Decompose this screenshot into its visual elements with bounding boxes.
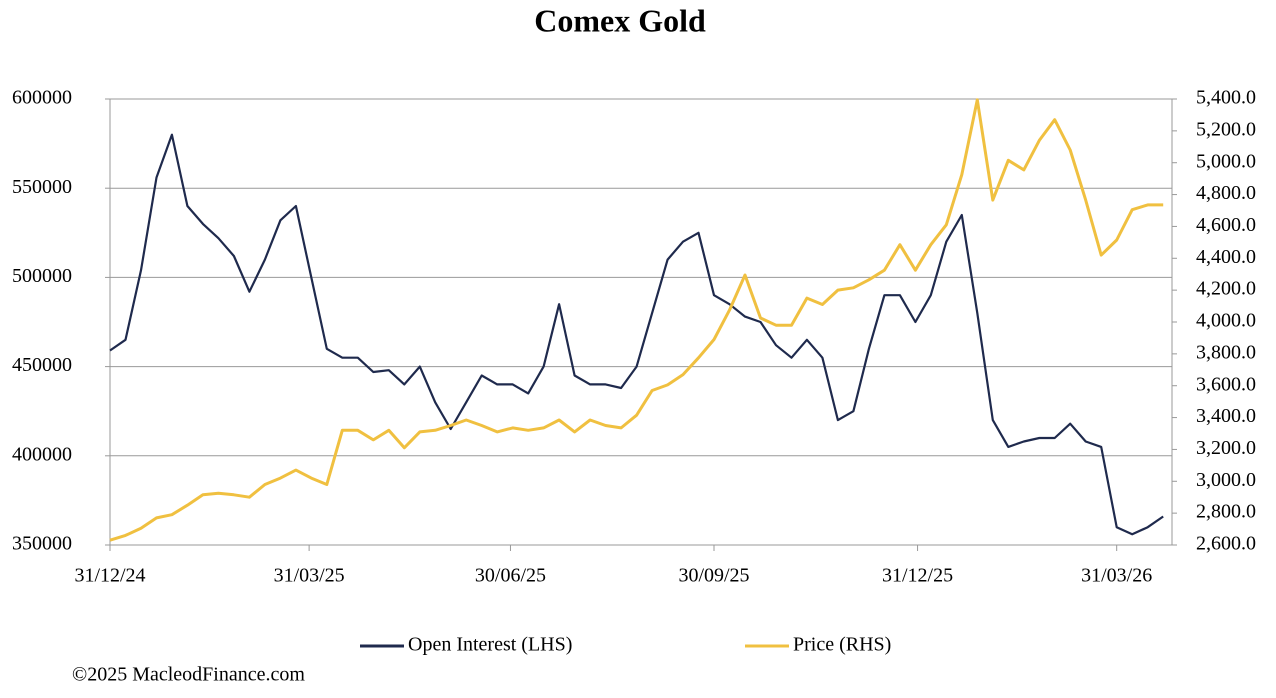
y2-tick-label: 4,000.0 (1196, 310, 1256, 332)
y2-tick-label: 5,200.0 (1196, 118, 1256, 140)
y-tick-label: 400000 (12, 443, 72, 465)
footer: ©2025 MacleodFinance.com (72, 664, 305, 686)
y2-tick-label: 2,800.0 (1196, 501, 1256, 523)
y2-tick-label: 3,200.0 (1196, 437, 1256, 459)
y-tick-label: 550000 (12, 176, 72, 198)
y2-tick-label: 4,200.0 (1196, 278, 1256, 300)
y2-tick-label: 5,000.0 (1196, 150, 1256, 172)
x-tick-label: 31/03/26 (1081, 565, 1152, 587)
legend-label: Price (RHS) (793, 634, 891, 656)
y2-tick-label: 3,800.0 (1196, 341, 1256, 363)
y-tick-label: 350000 (12, 533, 72, 555)
y2-tick-label: 3,400.0 (1196, 405, 1256, 427)
y-tick-label: 600000 (12, 87, 72, 109)
y-tick-label: 450000 (12, 354, 72, 376)
x-tick-label: 31/03/25 (274, 565, 345, 587)
x-tick-label: 31/12/24 (74, 565, 145, 587)
legend-label: Open Interest (LHS) (408, 634, 572, 656)
series-line (109, 98, 1164, 542)
chart-title: Comex Gold (534, 2, 706, 38)
y2-tick-label: 3,000.0 (1196, 469, 1256, 491)
y2-tick-label: 4,800.0 (1196, 182, 1256, 204)
x-tick-label: 31/12/25 (882, 565, 953, 587)
y2-tick-label: 4,400.0 (1196, 246, 1256, 268)
y-tick-label: 500000 (12, 265, 72, 287)
series-line (109, 133, 1164, 536)
y2-tick-label: 5,400.0 (1196, 87, 1256, 109)
y2-tick-label: 3,600.0 (1196, 373, 1256, 395)
y2-tick-label: 4,600.0 (1196, 214, 1256, 236)
x-tick-label: 30/09/25 (678, 565, 749, 587)
x-tick-label: 30/06/25 (475, 565, 546, 587)
y2-tick-label: 2,600.0 (1196, 533, 1256, 555)
